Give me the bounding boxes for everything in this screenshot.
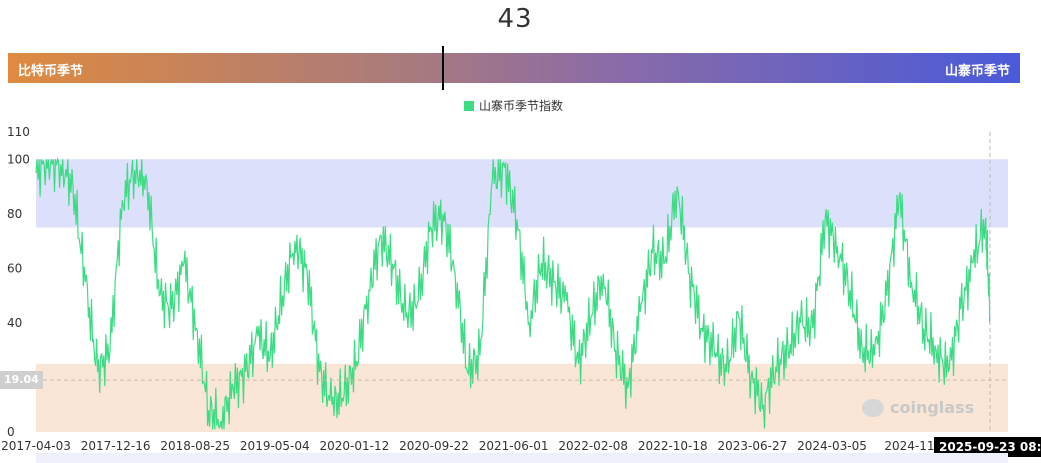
zoom-slider[interactable] xyxy=(36,453,1008,463)
coinglass-watermark: coinglass xyxy=(862,398,974,417)
x-tick-label: 2020-01-12 xyxy=(320,439,390,453)
x-tick-label: 2020-09-22 xyxy=(399,439,469,453)
x-tick-label: 2021-06-01 xyxy=(479,439,549,453)
chart-legend[interactable]: 山寨币季节指数 xyxy=(464,97,563,114)
band-1 xyxy=(36,363,1008,432)
x-tick-label: 2017-04-03 xyxy=(1,439,71,453)
x-tick-label: 2022-10-18 xyxy=(638,439,708,453)
tooltip-x-date: 2025-09-23 08:00 xyxy=(934,437,1041,457)
x-tick-label: 2024-11- xyxy=(884,439,938,453)
x-tick-label: 2022-02-08 xyxy=(558,439,628,453)
x-tick-label: 2017-12-16 xyxy=(81,439,151,453)
tooltip-y-value: 19.04 xyxy=(0,371,43,389)
square-legend-icon xyxy=(464,100,474,111)
band-0 xyxy=(36,159,1008,228)
x-tick-label: 2024-03-05 xyxy=(797,439,867,453)
y-tick-label: 60 xyxy=(7,261,22,275)
bitcoin-season-label: 比特币季节 xyxy=(18,64,84,79)
season-gradient-bar: 比特币季节 山寨币季节 xyxy=(8,46,1020,90)
y-tick-label: 110 xyxy=(7,125,30,139)
coinglass-logo-icon xyxy=(862,398,884,417)
y-tick-label: 40 xyxy=(7,316,22,330)
x-tick-label: 2019-05-04 xyxy=(240,439,310,453)
x-tick-label: 2018-08-25 xyxy=(160,439,230,453)
index-value: 43 xyxy=(497,4,533,34)
y-tick-label: 80 xyxy=(7,207,22,221)
season-marker xyxy=(442,46,445,90)
y-tick-label: 100 xyxy=(7,152,30,166)
altcoin-season-label: 山寨币季节 xyxy=(944,64,1010,79)
x-tick-label: 2023-06-27 xyxy=(718,439,788,453)
legend-label: 山寨币季节指数 xyxy=(479,99,564,113)
watermark-text: coinglass xyxy=(890,398,975,417)
y-tick-label: 0 xyxy=(7,425,15,439)
series-line-0[interactable] xyxy=(35,157,991,430)
